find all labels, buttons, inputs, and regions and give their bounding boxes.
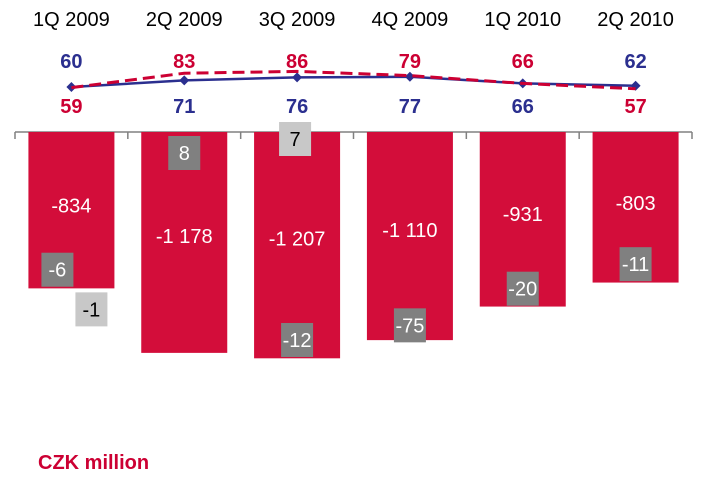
small-bar-dark — [506, 271, 539, 306]
line-value-label-top: 83 — [173, 51, 195, 73]
main-bar-label: -931 — [503, 204, 543, 226]
small-bar-light-label: 7 — [290, 129, 301, 151]
line-series-dashed — [71, 69, 636, 91]
small-bar-light — [75, 292, 108, 327]
main-bar-label: -803 — [616, 193, 656, 215]
line-value-label-bottom: 66 — [512, 96, 534, 118]
line-value-label-top: 86 — [286, 51, 308, 73]
small-bar-dark — [281, 322, 314, 357]
line-value-labels: 60 83 86 79 66 62 59 71 76 77 66 57 — [60, 51, 646, 118]
main-bar-label: -1 207 — [269, 228, 326, 250]
line-value-label-bottom: 77 — [399, 96, 421, 118]
small-bar-dark-label: -75 — [395, 315, 424, 337]
main-bar-label: -1 110 — [382, 220, 437, 242]
line-series — [66, 69, 641, 92]
small-bar-dark — [41, 252, 74, 287]
line-value-label-bottom: 57 — [624, 96, 646, 118]
unit-label: CZK million — [38, 452, 150, 474]
x-axis-ticks — [14, 132, 693, 139]
main-bar — [366, 132, 453, 341]
category-label: 2Q 2009 — [146, 9, 223, 31]
small-bar-dark — [168, 136, 201, 170]
line-value-label-top: 62 — [624, 51, 646, 73]
small-bar-light — [279, 122, 312, 156]
bars: -834 -1 178 -1 207 -1 110 -931 -803 -6 8 -12 -75 -… — [28, 122, 679, 359]
category-label: 1Q 2009 — [33, 9, 110, 31]
small-bar-light-label: -1 — [83, 299, 101, 321]
line-marker — [404, 71, 415, 82]
line-value-label-top: 66 — [512, 51, 534, 73]
line-value-label-bottom: 59 — [60, 96, 82, 118]
category-labels: 1Q 2009 2Q 2009 3Q 2009 4Q 2009 1Q 2010 2Q 20… — [33, 9, 674, 31]
line-marker — [292, 72, 303, 83]
category-label: 2Q 2010 — [597, 9, 674, 31]
category-label: 3Q 2009 — [259, 9, 336, 31]
small-bar-dark — [619, 247, 652, 282]
line-value-label-bottom: 71 — [173, 96, 195, 118]
small-bar-dark-label: -6 — [49, 260, 67, 282]
line-series-solid — [71, 75, 636, 89]
line-value-label-top: 79 — [399, 51, 421, 73]
line-value-label-bottom: 76 — [286, 96, 308, 118]
small-bar-dark-label: 8 — [179, 143, 190, 165]
line-marker — [179, 75, 190, 86]
main-bar — [254, 132, 341, 359]
small-bar-dark-label: -11 — [622, 254, 649, 276]
category-label: 1Q 2010 — [484, 9, 561, 31]
small-bar-dark-label: -12 — [283, 330, 312, 352]
main-bar-label: -834 — [51, 195, 91, 217]
small-bar-dark-label: -20 — [508, 279, 537, 301]
line-value-label-top: 60 — [60, 51, 82, 73]
small-bar-dark — [393, 308, 426, 343]
category-label: 4Q 2009 — [372, 9, 449, 31]
main-bar-label: -1 178 — [156, 226, 213, 248]
